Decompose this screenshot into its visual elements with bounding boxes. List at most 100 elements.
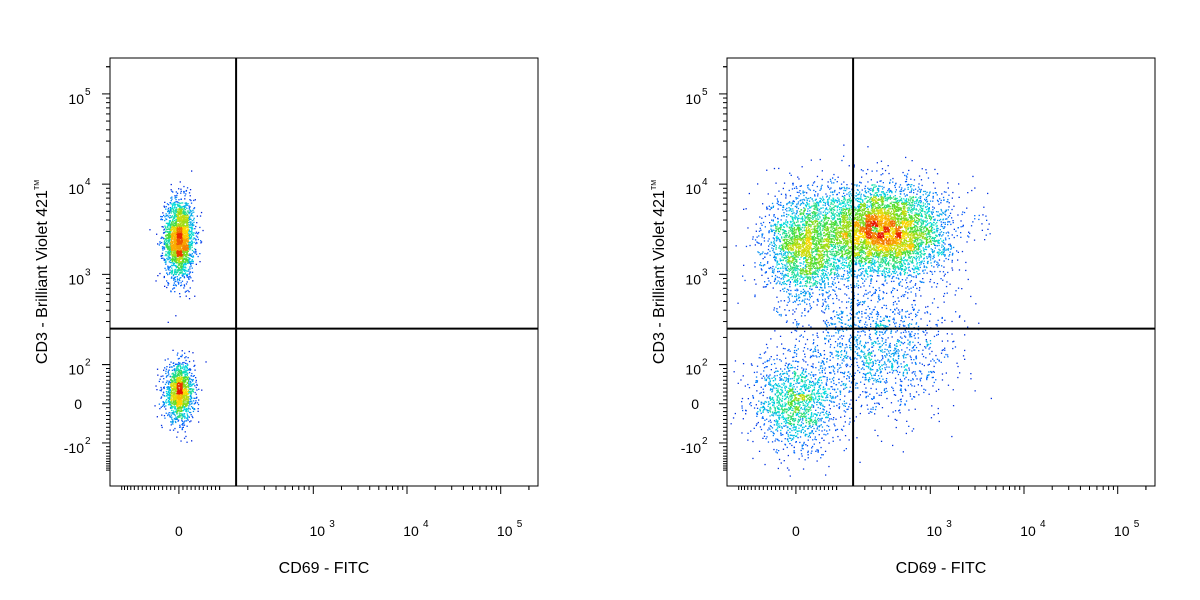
- event-point: [909, 191, 911, 193]
- event-point: [183, 220, 185, 222]
- event-point: [190, 238, 192, 240]
- event-point: [178, 256, 180, 258]
- event-point: [173, 417, 176, 420]
- event-point: [175, 228, 177, 230]
- event-point: [173, 249, 175, 251]
- event-point: [185, 383, 187, 386]
- event-point: [195, 250, 197, 252]
- event-point: [899, 225, 901, 227]
- event-point: [189, 408, 191, 410]
- event-point: [930, 255, 932, 257]
- event-point: [868, 233, 870, 236]
- event-point: [173, 256, 175, 258]
- event-point: [189, 391, 192, 394]
- event-point: [183, 421, 185, 423]
- event-point: [170, 379, 172, 382]
- event-point: [180, 269, 182, 271]
- event-point: [936, 231, 938, 233]
- event-point: [177, 254, 179, 256]
- event-point: [177, 410, 180, 412]
- event-point: [191, 403, 193, 405]
- event-point: [891, 277, 893, 280]
- event-point: [159, 378, 161, 380]
- event-point: [166, 394, 169, 396]
- event-point: [180, 400, 182, 402]
- event-point: [173, 212, 175, 214]
- event-point: [171, 272, 173, 274]
- event-point: [172, 380, 174, 382]
- event-point: [200, 241, 203, 243]
- event-point: [884, 228, 887, 231]
- event-point: [180, 263, 182, 265]
- event-point: [178, 232, 181, 235]
- event-point: [182, 371, 184, 373]
- event-point: [165, 368, 168, 370]
- event-point: [173, 382, 176, 384]
- event-point: [188, 217, 190, 220]
- event-point: [185, 378, 187, 381]
- event-point: [191, 267, 193, 269]
- event-point: [187, 376, 190, 378]
- event-point: [829, 258, 831, 260]
- event-point: [181, 410, 183, 412]
- event-point: [913, 179, 916, 181]
- event-point: [182, 390, 184, 392]
- event-point: [167, 247, 169, 250]
- event-point: [174, 197, 176, 199]
- event-point: [174, 237, 176, 239]
- event-point: [176, 381, 178, 383]
- event-point: [882, 223, 884, 225]
- event-point: [176, 278, 179, 280]
- event-point: [177, 400, 179, 402]
- event-point: [890, 226, 892, 228]
- event-point: [169, 261, 171, 264]
- event-point: [881, 245, 883, 247]
- event-point: [895, 209, 897, 211]
- event-point: [189, 199, 191, 201]
- event-point: [195, 263, 197, 265]
- event-point: [177, 232, 179, 234]
- event-point: [180, 242, 182, 244]
- event-point: [184, 272, 187, 274]
- event-point: [182, 233, 184, 235]
- event-point: [169, 221, 171, 223]
- event-point: [154, 405, 156, 407]
- event-point: [169, 237, 171, 239]
- event-point: [941, 244, 943, 246]
- event-point: [903, 216, 905, 218]
- event-point: [185, 410, 187, 412]
- event-point: [169, 225, 172, 227]
- event-point: [167, 245, 169, 247]
- event-point: [184, 407, 186, 409]
- event-point: [178, 403, 181, 405]
- event-point: [179, 233, 181, 236]
- event-point: [161, 388, 163, 390]
- event-point: [178, 216, 180, 218]
- event-point: [171, 420, 173, 423]
- y-tick-label: 10: [68, 91, 84, 107]
- event-point: [185, 239, 187, 241]
- event-point: [190, 236, 193, 238]
- event-point: [179, 237, 181, 239]
- event-point: [194, 385, 196, 387]
- event-point: [915, 258, 917, 260]
- event-point: [891, 235, 893, 237]
- event-point: [185, 290, 187, 292]
- event-point: [176, 192, 179, 194]
- event-point: [843, 197, 845, 199]
- event-point: [182, 389, 184, 391]
- event-point: [857, 200, 859, 203]
- event-point: [196, 383, 198, 386]
- event-point: [847, 221, 849, 223]
- event-point: [172, 277, 174, 280]
- event-point: [169, 392, 171, 395]
- event-point: [171, 230, 173, 232]
- event-point: [174, 420, 177, 423]
- event-point: [856, 234, 858, 236]
- event-point: [176, 225, 178, 227]
- event-point: [174, 400, 177, 402]
- event-point: [874, 201, 877, 203]
- event-point: [190, 243, 192, 246]
- event-point: [172, 410, 175, 412]
